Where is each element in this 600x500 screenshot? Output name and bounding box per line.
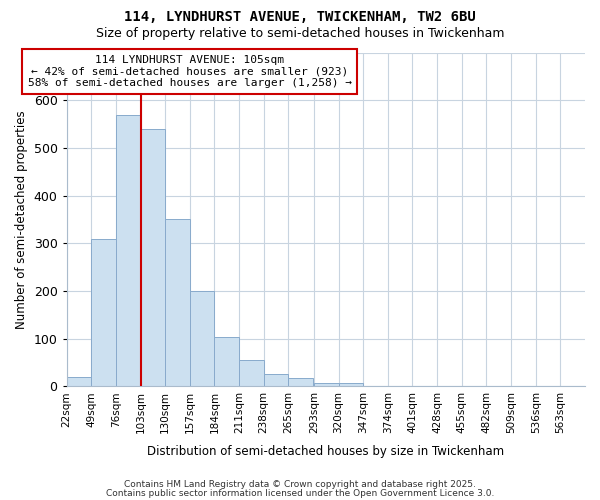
Bar [338, 382, 363, 386]
Text: Contains HM Land Registry data © Crown copyright and database right 2025.: Contains HM Land Registry data © Crown c… [124, 480, 476, 489]
Bar [264, 374, 289, 386]
Text: 114, LYNDHURST AVENUE, TWICKENHAM, TW2 6BU: 114, LYNDHURST AVENUE, TWICKENHAM, TW2 6… [124, 10, 476, 24]
Bar [314, 382, 338, 386]
Bar [289, 378, 313, 386]
Bar [116, 114, 140, 386]
Text: Size of property relative to semi-detached houses in Twickenham: Size of property relative to semi-detach… [96, 28, 504, 40]
Bar [91, 238, 116, 386]
Y-axis label: Number of semi-detached properties: Number of semi-detached properties [15, 110, 28, 329]
Bar [214, 338, 239, 386]
Bar [190, 291, 214, 386]
Bar [165, 220, 190, 386]
X-axis label: Distribution of semi-detached houses by size in Twickenham: Distribution of semi-detached houses by … [147, 444, 505, 458]
Bar [140, 129, 165, 386]
Text: 114 LYNDHURST AVENUE: 105sqm
← 42% of semi-detached houses are smaller (923)
58%: 114 LYNDHURST AVENUE: 105sqm ← 42% of se… [28, 55, 352, 88]
Bar [67, 377, 91, 386]
Bar [239, 360, 264, 386]
Text: Contains public sector information licensed under the Open Government Licence 3.: Contains public sector information licen… [106, 488, 494, 498]
